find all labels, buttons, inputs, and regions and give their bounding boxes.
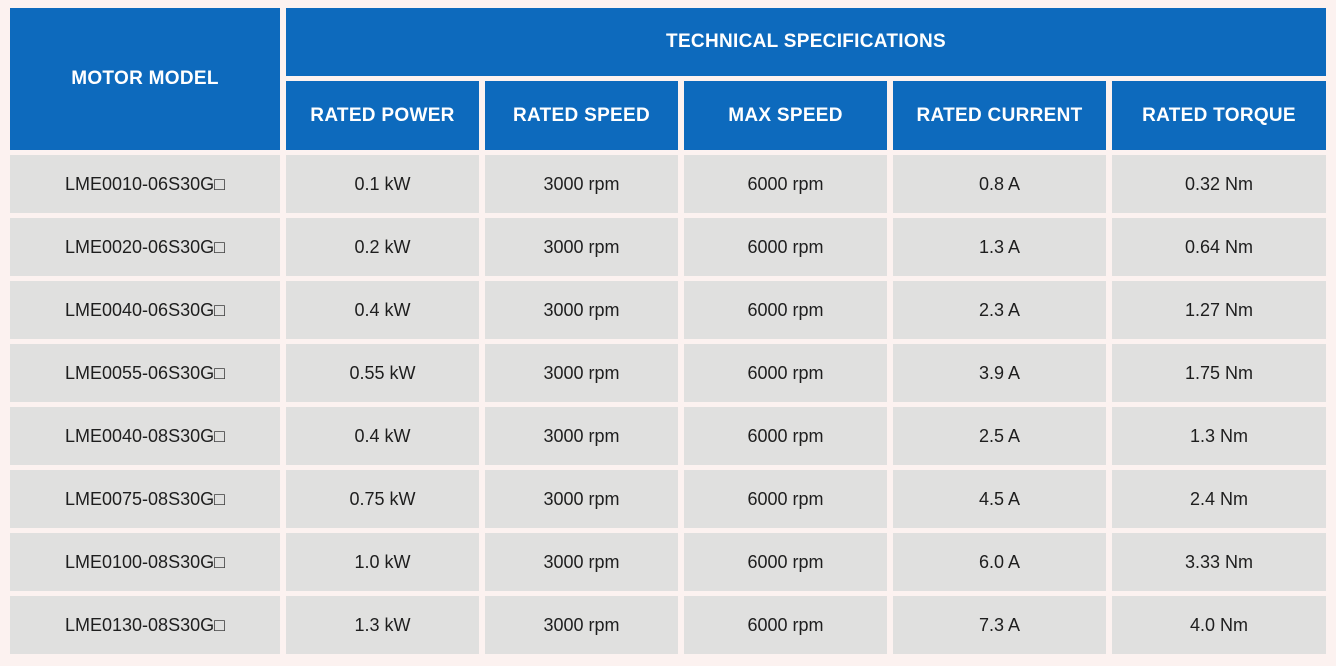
cell-rated-speed: 3000 rpm (485, 596, 678, 654)
cell-rated-speed: 3000 rpm (485, 155, 678, 213)
cell-model: LME0100-08S30G□ (10, 533, 280, 591)
cell-rated-current: 2.3 A (893, 281, 1106, 339)
header-technical-specifications: TECHNICAL SPECIFICATIONS (286, 8, 1326, 76)
cell-rated-power: 0.4 kW (286, 407, 479, 465)
cell-model: LME0020-06S30G□ (10, 218, 280, 276)
cell-rated-power: 1.3 kW (286, 596, 479, 654)
cell-rated-torque: 2.4 Nm (1112, 470, 1326, 528)
cell-model: LME0010-06S30G□ (10, 155, 280, 213)
cell-max-speed: 6000 rpm (684, 218, 887, 276)
cell-rated-torque: 0.32 Nm (1112, 155, 1326, 213)
cell-max-speed: 6000 rpm (684, 470, 887, 528)
motor-spec-table: MOTOR MODEL TECHNICAL SPECIFICATIONS RAT… (10, 8, 1326, 654)
cell-rated-speed: 3000 rpm (485, 281, 678, 339)
cell-model: LME0075-08S30G□ (10, 470, 280, 528)
cell-rated-current: 6.0 A (893, 533, 1106, 591)
header-motor-model: MOTOR MODEL (10, 8, 280, 150)
cell-rated-torque: 0.64 Nm (1112, 218, 1326, 276)
header-max-speed: MAX SPEED (684, 81, 887, 150)
cell-rated-speed: 3000 rpm (485, 470, 678, 528)
cell-rated-power: 0.1 kW (286, 155, 479, 213)
cell-model: LME0055-06S30G□ (10, 344, 280, 402)
cell-rated-speed: 3000 rpm (485, 533, 678, 591)
cell-rated-power: 0.75 kW (286, 470, 479, 528)
cell-rated-power: 0.4 kW (286, 281, 479, 339)
header-rated-speed: RATED SPEED (485, 81, 678, 150)
cell-model: LME0040-08S30G□ (10, 407, 280, 465)
header-rated-torque: RATED TORQUE (1112, 81, 1326, 150)
cell-model: LME0130-08S30G□ (10, 596, 280, 654)
cell-max-speed: 6000 rpm (684, 344, 887, 402)
cell-rated-current: 7.3 A (893, 596, 1106, 654)
cell-rated-current: 4.5 A (893, 470, 1106, 528)
cell-rated-torque: 1.75 Nm (1112, 344, 1326, 402)
cell-rated-speed: 3000 rpm (485, 407, 678, 465)
cell-max-speed: 6000 rpm (684, 281, 887, 339)
cell-max-speed: 6000 rpm (684, 155, 887, 213)
cell-rated-power: 0.2 kW (286, 218, 479, 276)
cell-rated-current: 2.5 A (893, 407, 1106, 465)
cell-rated-current: 3.9 A (893, 344, 1106, 402)
cell-rated-speed: 3000 rpm (485, 218, 678, 276)
cell-rated-torque: 1.3 Nm (1112, 407, 1326, 465)
cell-max-speed: 6000 rpm (684, 407, 887, 465)
cell-rated-current: 1.3 A (893, 218, 1106, 276)
header-rated-power: RATED POWER (286, 81, 479, 150)
cell-model: LME0040-06S30G□ (10, 281, 280, 339)
cell-max-speed: 6000 rpm (684, 533, 887, 591)
cell-rated-torque: 4.0 Nm (1112, 596, 1326, 654)
cell-rated-torque: 3.33 Nm (1112, 533, 1326, 591)
cell-rated-torque: 1.27 Nm (1112, 281, 1326, 339)
cell-max-speed: 6000 rpm (684, 596, 887, 654)
cell-rated-power: 1.0 kW (286, 533, 479, 591)
cell-rated-current: 0.8 A (893, 155, 1106, 213)
cell-rated-power: 0.55 kW (286, 344, 479, 402)
cell-rated-speed: 3000 rpm (485, 344, 678, 402)
header-rated-current: RATED CURRENT (893, 81, 1106, 150)
